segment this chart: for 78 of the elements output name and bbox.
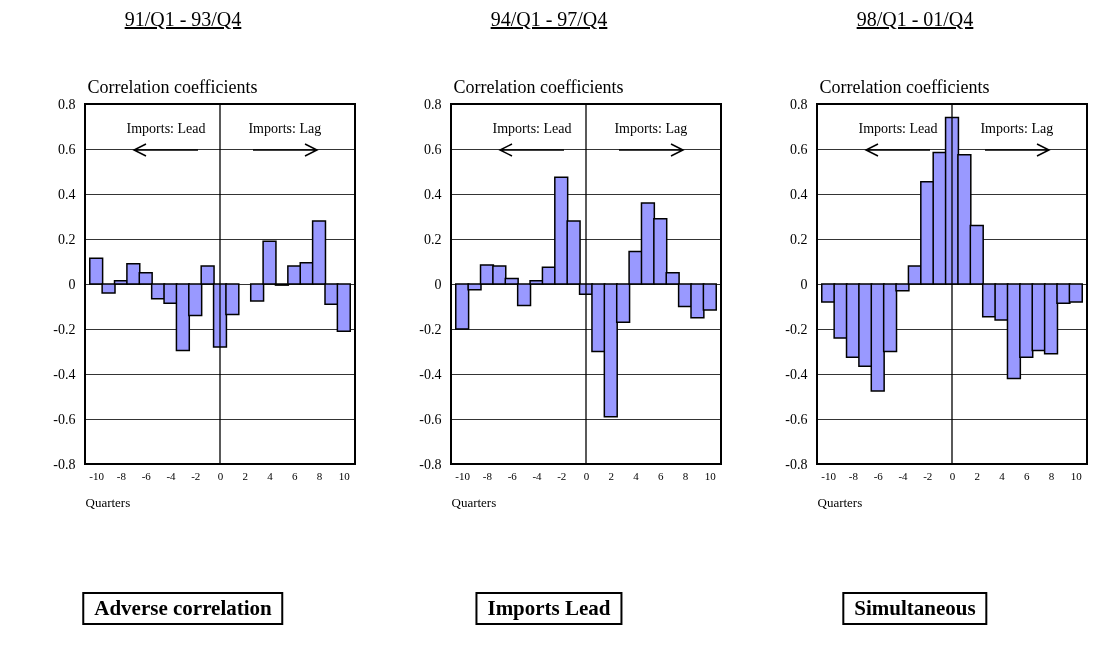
x-tick-label: -2: [923, 469, 933, 482]
y-tick-label: 0.2: [58, 231, 76, 247]
x-tick-label: 6: [1024, 469, 1031, 482]
y-tick-label: 0: [434, 276, 442, 292]
y-tick-label: 0.4: [424, 186, 442, 202]
chart-title: 91/Q1 - 93/Q4: [123, 8, 243, 32]
y-tick-label: 0: [800, 276, 808, 292]
x-tick-label: 6: [658, 469, 665, 482]
y-tick-label: -0.4: [53, 366, 76, 382]
y-axis-title: Correlation coefficients: [87, 76, 258, 97]
y-tick-label: -0.6: [53, 411, 76, 427]
x-tick-label: 8: [1048, 469, 1055, 482]
y-tick-label: -0.8: [785, 456, 808, 472]
x-tick-label: -10: [455, 469, 471, 482]
annotation: Imports: Lag: [980, 121, 1054, 137]
y-tick-label: 0.4: [58, 186, 76, 202]
x-tick-label: 4: [267, 469, 274, 482]
x-tick-label: -6: [507, 469, 518, 482]
text: Adverse correlation: [82, 592, 284, 625]
x-tick-label: 10: [704, 469, 717, 482]
x-tick-label: -10: [821, 469, 837, 482]
x-tick-label: -6: [873, 469, 884, 482]
x-axis-title: Quarters: [817, 494, 863, 510]
x-tick-label: -2: [557, 469, 567, 482]
y-tick-label: -0.2: [419, 321, 442, 337]
y-axis-title: Correlation coefficients: [819, 76, 990, 97]
text: Simultaneous: [842, 592, 988, 625]
y-tick-label: -0.8: [53, 456, 76, 472]
x-tick-label: 8: [316, 469, 323, 482]
x-tick-label: 8: [682, 469, 689, 482]
y-tick-label: 0.6: [58, 141, 76, 157]
y-tick-label: 0.8: [58, 96, 76, 112]
x-axis-title: Quarters: [85, 494, 131, 510]
x-tick-label: 4: [999, 469, 1006, 482]
x-tick-label: -8: [848, 469, 859, 482]
x-tick-label: -4: [532, 469, 543, 482]
y-tick-label: -0.6: [785, 411, 808, 427]
annotation: Imports: Lead: [492, 121, 572, 137]
y-tick-label: 0: [68, 276, 76, 292]
y-axis-title: Correlation coefficients: [453, 76, 624, 97]
x-tick-label: 2: [974, 469, 981, 482]
y-tick-label: -0.4: [785, 366, 808, 382]
x-axis-title: Quarters: [451, 494, 497, 510]
y-tick-label: -0.8: [419, 456, 442, 472]
x-tick-label: 10: [338, 469, 351, 482]
y-tick-label: -0.2: [53, 321, 76, 337]
text: Imports Lead: [475, 592, 623, 625]
x-tick-label: 10: [1070, 469, 1083, 482]
x-tick-label: 4: [633, 469, 640, 482]
x-tick-label: -4: [166, 469, 177, 482]
y-tick-label: 0.8: [790, 96, 808, 112]
y-tick-label: -0.6: [419, 411, 442, 427]
x-tick-label: 0: [583, 469, 590, 482]
x-tick-label: 2: [242, 469, 249, 482]
y-tick-label: 0.8: [424, 96, 442, 112]
annotation: Imports: Lead: [858, 121, 938, 137]
annotation: Imports: Lag: [248, 121, 322, 137]
y-tick-label: 0.6: [790, 141, 808, 157]
x-tick-label: 2: [608, 469, 615, 482]
x-tick-label: 6: [292, 469, 299, 482]
y-tick-label: 0.2: [790, 231, 808, 247]
x-tick-label: -2: [191, 469, 201, 482]
y-tick-label: 0.4: [790, 186, 808, 202]
chart-title: 98/Q1 - 01/Q4: [855, 8, 975, 32]
x-tick-label: -10: [89, 469, 105, 482]
x-tick-label: -4: [898, 469, 909, 482]
x-tick-label: -8: [116, 469, 127, 482]
y-tick-label: 0.6: [424, 141, 442, 157]
chart-title: 94/Q1 - 97/Q4: [489, 8, 609, 32]
x-tick-label: -8: [482, 469, 493, 482]
y-tick-label: -0.2: [785, 321, 808, 337]
annotation: Imports: Lead: [126, 121, 206, 137]
x-tick-label: 0: [949, 469, 956, 482]
annotation: Imports: Lag: [614, 121, 688, 137]
x-tick-label: -6: [141, 469, 152, 482]
x-tick-label: 0: [217, 469, 224, 482]
y-tick-label: 0.2: [424, 231, 442, 247]
y-tick-label: -0.4: [419, 366, 442, 382]
